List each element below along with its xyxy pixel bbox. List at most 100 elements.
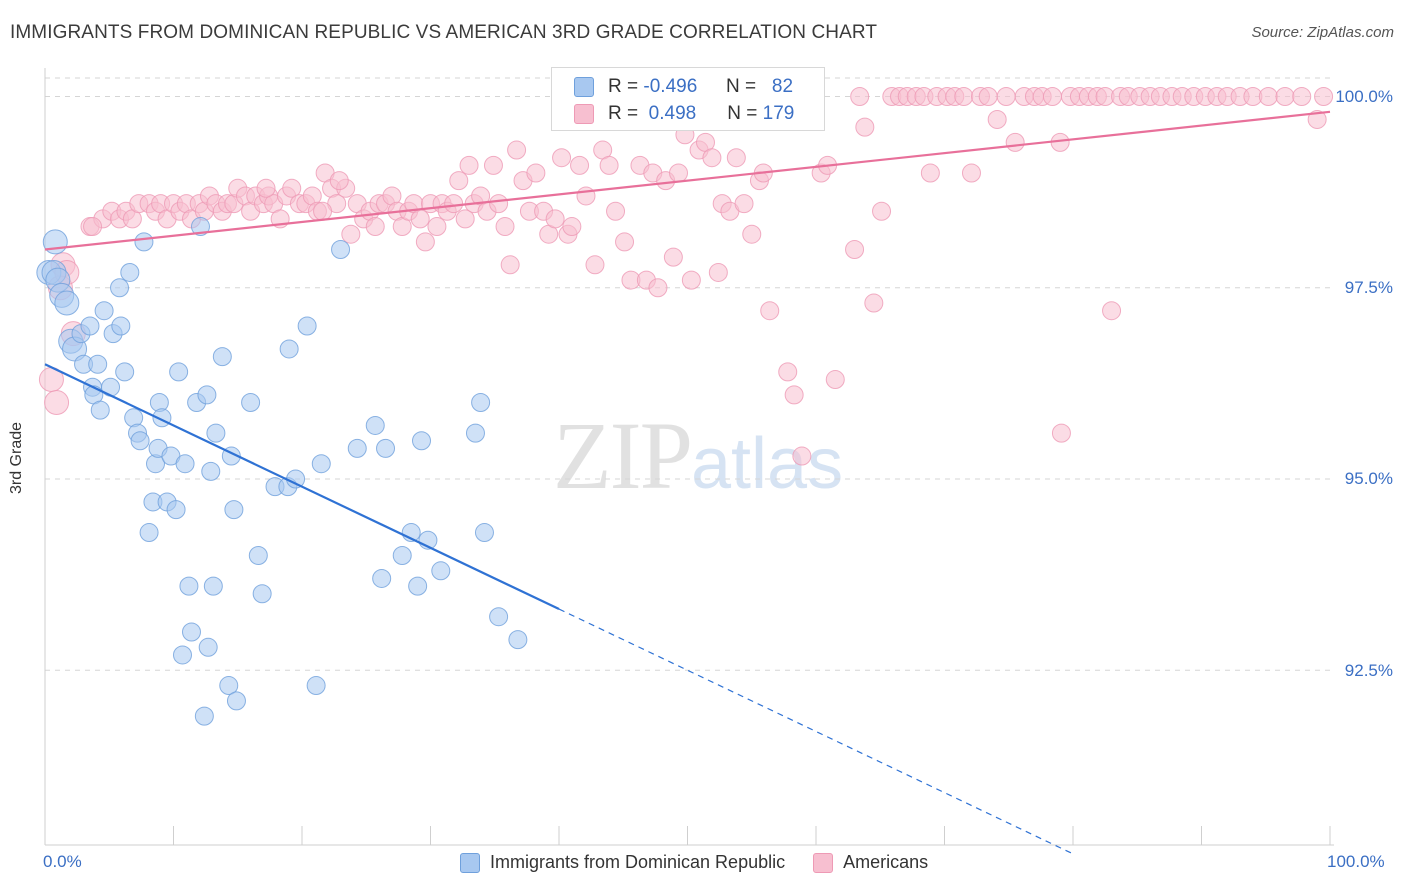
pink-point-78 xyxy=(526,163,546,183)
blue-point-14 xyxy=(90,400,110,420)
blue-point-64 xyxy=(347,438,367,458)
pink-point-66 xyxy=(455,209,475,229)
y-tick-label-92-5: 92.5% xyxy=(1344,661,1393,680)
pink-trend-line xyxy=(44,110,1331,251)
x-tick-label-max: 100.0% xyxy=(1327,852,1385,871)
pink-point-146 xyxy=(1042,87,1062,106)
legend-swatch-pink xyxy=(813,852,834,873)
blue-point-19 xyxy=(111,316,131,336)
pink-point-61 xyxy=(427,217,447,237)
blue-point-73 xyxy=(431,561,451,581)
blue-point-67 xyxy=(376,438,396,458)
x-tick-label-min: 0.0% xyxy=(43,852,82,871)
blue-point-18 xyxy=(110,278,130,298)
blue-point-75 xyxy=(471,393,491,412)
pink-point-67 xyxy=(459,155,479,175)
y-axis-label: 3rd Grade xyxy=(8,421,25,495)
blue-point-13 xyxy=(88,354,108,374)
blue-point-74 xyxy=(465,423,485,443)
blue-point-35 xyxy=(169,362,189,382)
stats-n-label-pink: N = xyxy=(727,103,758,124)
blue-point-37 xyxy=(175,454,195,474)
legend-item-americans[interactable]: Americans xyxy=(813,852,928,873)
pink-point-115 xyxy=(778,362,798,382)
blue-point-58 xyxy=(279,339,299,359)
pink-point-81 xyxy=(545,209,565,229)
pink-point-37 xyxy=(282,178,302,198)
stats-r-value-blue: -0.496 xyxy=(643,76,698,97)
blue-point-21 xyxy=(120,262,140,282)
pink-point-86 xyxy=(576,186,596,206)
blue-point-42 xyxy=(194,706,214,726)
pink-point-73 xyxy=(495,217,515,237)
stats-n-value-blue: 82 xyxy=(771,76,794,97)
pink-point-64 xyxy=(444,194,464,214)
pink-point-172 xyxy=(1051,423,1071,443)
pink-point-113 xyxy=(760,301,780,321)
pink-point-123 xyxy=(850,87,870,106)
pink-point-46 xyxy=(341,224,361,244)
blue-point-10 xyxy=(80,316,100,336)
blue-point-26 xyxy=(139,523,159,543)
blue-point-54 xyxy=(248,546,268,565)
stats-row-blue: R = -0.496 N = 82 xyxy=(574,76,793,98)
watermark: ZIPatlas xyxy=(553,400,843,511)
blue-point-38 xyxy=(179,576,199,596)
pink-point-109 xyxy=(734,194,754,214)
blue-point-46 xyxy=(203,576,223,596)
blue-point-63 xyxy=(331,240,351,259)
blue-point-41 xyxy=(190,217,210,237)
pink-point-85 xyxy=(570,155,590,175)
watermark-atlas: atlas xyxy=(691,424,844,504)
stats-r-label-pink: R = xyxy=(608,103,639,124)
y-tick-label-100: 100.0% xyxy=(1335,87,1393,106)
pink-point-96 xyxy=(648,278,668,298)
legend-label-americans: Americans xyxy=(843,852,929,872)
legend-label-dominican: Immigrants from Dominican Republic xyxy=(490,852,786,872)
pink-point-137 xyxy=(961,163,981,183)
blue-point-62 xyxy=(311,454,331,474)
blue-point-77 xyxy=(489,607,509,627)
blue-point-66 xyxy=(372,568,392,588)
blue-point-36 xyxy=(172,645,192,665)
stats-swatch-blue xyxy=(574,77,594,97)
stats-swatch-pink xyxy=(574,104,594,124)
blue-point-71 xyxy=(412,431,432,451)
pink-point-87 xyxy=(585,255,605,275)
pink-point-176 xyxy=(256,178,276,198)
pink-point-171 xyxy=(1314,87,1334,106)
pink-point-116 xyxy=(784,385,804,405)
blue-point-78 xyxy=(508,630,528,650)
pink-point-153 xyxy=(1102,301,1122,321)
blue-point-43 xyxy=(197,385,217,405)
blue-point-15 xyxy=(94,301,114,321)
stats-r-label-blue: R = xyxy=(608,76,639,97)
stats-n-value-pink: 179 xyxy=(762,103,795,124)
pink-point-142 xyxy=(1005,132,1025,152)
stats-r-value-pink: 0.498 xyxy=(648,103,697,124)
blue-point-44 xyxy=(198,637,218,657)
pink-point-141 xyxy=(996,87,1016,106)
stats-legend: R = -0.496 N = 82 R = 0.498 N = 179 xyxy=(551,67,825,131)
blue-point-70 xyxy=(408,576,428,596)
pink-point-72 xyxy=(489,194,509,214)
blue-trend-line xyxy=(44,363,560,611)
legend-item-dominican[interactable]: Immigrants from Dominican Republic xyxy=(460,852,785,873)
pink-point-126 xyxy=(872,201,892,221)
pink-point-89 xyxy=(599,155,619,175)
blue-point-76 xyxy=(474,523,494,543)
pink-point-99 xyxy=(669,163,689,183)
blue-point-52 xyxy=(226,691,246,711)
pink-point-58 xyxy=(410,209,430,229)
pink-point-74 xyxy=(500,255,520,275)
pink-point-122 xyxy=(845,240,865,259)
pink-point-177 xyxy=(83,217,103,237)
pink-point-174 xyxy=(313,201,333,221)
blue-trend-extension xyxy=(558,608,1074,855)
blue-point-61 xyxy=(306,676,326,696)
pink-point-169 xyxy=(1292,87,1312,106)
pink-point-91 xyxy=(615,232,635,252)
pink-point-124 xyxy=(855,117,875,137)
blue-point-48 xyxy=(212,347,232,367)
